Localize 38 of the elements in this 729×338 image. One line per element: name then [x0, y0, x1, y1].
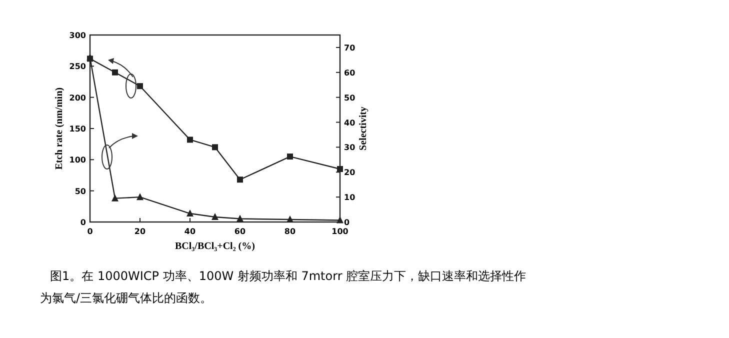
point: [287, 154, 293, 160]
y2-tick-label: 20: [344, 168, 356, 178]
x-tick-label: 100: [332, 227, 349, 236]
point: [187, 136, 193, 143]
point: [212, 144, 218, 150]
caption: 图1。在 1000WICP 功率、100W 射频功率和 7mtorr 腔室压力下，缺口速率和选择性作为氯气/三氯化硼气体比的函数。: [40, 269, 526, 305]
y2-tick-label: 40: [344, 118, 356, 128]
y-tick-label: 100: [69, 156, 86, 165]
point: [136, 193, 144, 200]
x-tick-label: 60: [234, 227, 246, 236]
x-tick-label: 80: [284, 227, 296, 236]
point: [337, 166, 343, 172]
x-axis-title: BCl₃/BCl₃+Cl₂ (%): [175, 241, 255, 252]
point: [186, 210, 194, 217]
y-tick-label: 250: [69, 62, 86, 72]
point: [336, 216, 344, 224]
x-tick-label: 0: [87, 227, 94, 236]
point: [212, 213, 218, 220]
point: [137, 83, 143, 90]
point: [112, 69, 118, 76]
point: [236, 214, 244, 222]
y2-axis-title: Selectivity: [358, 106, 369, 150]
x-tick-label: 40: [184, 227, 196, 236]
y2-tick-label: 70: [344, 43, 356, 52]
y-tick-label: 300: [69, 31, 86, 40]
y2-tick-label: 0: [344, 218, 350, 227]
point: [237, 176, 243, 183]
y-tick-label: 150: [69, 124, 86, 134]
y2-tick-label: 50: [344, 93, 356, 102]
y-axis-title: Etch rate (nm/min): [54, 87, 65, 170]
x-tick-label: 20: [134, 227, 146, 236]
y-tick-label: 50: [74, 186, 86, 196]
y2-tick-label: 10: [344, 193, 356, 202]
y2-tick-label: 60: [344, 68, 356, 78]
y-tick-label: 200: [69, 93, 86, 102]
y2-tick-label: 30: [344, 143, 356, 152]
point: [112, 194, 118, 202]
y-tick-label: 0: [80, 218, 86, 227]
